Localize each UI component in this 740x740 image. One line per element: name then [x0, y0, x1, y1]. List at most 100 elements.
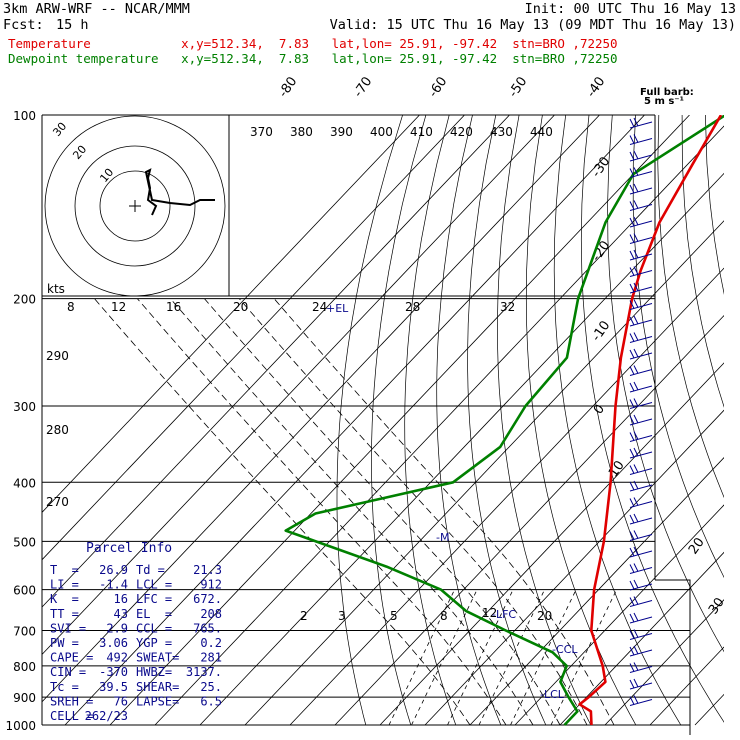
dry-adiabat: [497, 115, 592, 726]
wind-barb: [629, 678, 653, 690]
dry-adiabat: [404, 115, 457, 726]
parcel-info-cell: EL =: [136, 607, 172, 621]
parcel-info-cell: SHEAR=: [136, 680, 179, 694]
moist-adiabat: [204, 298, 561, 726]
dry-adiabat: [580, 115, 724, 723]
wind-barb: [629, 117, 653, 129]
wind-barb: [629, 662, 653, 673]
level-marker-lfc: -LFC: [492, 608, 516, 621]
mixing-ratio-line: [447, 589, 514, 726]
wind-barb: [629, 596, 653, 607]
hodo-ring-label: 10: [97, 166, 116, 185]
wind-barb: [629, 464, 653, 475]
parcel-info-cell: Td =: [136, 563, 165, 577]
hodo-speed-label: 28: [405, 300, 420, 314]
wind-barb: [629, 629, 653, 640]
isotherm-label: -30: [589, 154, 613, 180]
theta-label: 410: [410, 125, 433, 139]
pressure-tick-label: 300: [13, 400, 36, 414]
wind-barb: [629, 315, 653, 327]
hodo-ring-label: 30: [50, 120, 69, 139]
theta-side-label: 290: [46, 349, 69, 363]
parcel-info-cell: YGP =: [136, 636, 172, 650]
dry-adiabat: [607, 115, 724, 653]
parcel-info-cell: LCL =: [136, 578, 172, 592]
wind-barb: [629, 513, 653, 525]
parcel-info-cell: SVI =: [50, 621, 86, 635]
level-marker-m: -M: [436, 531, 449, 544]
parcel-info-cell: CIN =: [50, 665, 86, 679]
level-marker-el: +EL: [326, 302, 349, 315]
parcel-info-cell: CAPE =: [50, 651, 93, 665]
wind-barb: [629, 695, 653, 706]
wind-barb: [629, 282, 653, 294]
dry-adiabat: [681, 115, 724, 408]
parcel-info-cell: 25.: [200, 680, 222, 694]
level-marker-ccl: -CCL: [552, 643, 578, 656]
wind-barb: [629, 480, 653, 492]
parcel-info-cell: 912: [200, 578, 222, 592]
pressure-tick-label: 200: [13, 293, 36, 307]
isotherm-line: [42, 115, 555, 656]
hodo-speed-label: 8: [67, 300, 75, 314]
hodo-speed-label: 16: [166, 300, 181, 314]
theta-label: 430: [490, 125, 513, 139]
parcel-info-cell: 492: [106, 651, 128, 665]
isotherm-label: -70: [351, 74, 375, 100]
dry-adiabat: [336, 115, 403, 726]
wind-barb: [629, 579, 653, 591]
isotherm-line: [694, 693, 724, 726]
parcel-info-cell: 0.2: [200, 636, 222, 650]
frame-step: [655, 579, 691, 735]
mixing-ratio-line: [510, 589, 577, 726]
pressure-tick-label: 100: [13, 109, 36, 123]
barb-legend-units: 5 m s⁻¹: [644, 96, 684, 107]
isotherm-line: [514, 504, 724, 726]
mixing-ratio-line: [411, 589, 478, 726]
mixing-ratio-label: 12: [482, 606, 497, 620]
barb-legend-label: Full barb:: [640, 87, 694, 98]
hodo-ring: [99, 170, 171, 242]
wind-barb: [629, 414, 653, 426]
hodo-ring: [44, 115, 226, 297]
dewpoint-legend: Dewpoint temperature x,y=512.34, 7.83 la…: [8, 51, 618, 66]
isotherm-line: [42, 115, 510, 608]
mixing-ratio-line: [550, 589, 617, 726]
isotherm-label: 0: [591, 402, 608, 417]
model-title: 3km ARW-WRF -- NCAR/MMM: [3, 1, 190, 17]
isotherm-label: 10: [606, 458, 628, 480]
pressure-tick-label: 800: [13, 660, 36, 674]
isotherm-label: 30: [706, 595, 728, 617]
parcel-info-cell: LFC =: [136, 592, 172, 606]
wind-barb: [629, 183, 653, 195]
parcel-info-cell: 262/23: [85, 709, 128, 723]
parcel-info-cell: 43: [114, 607, 128, 621]
parcel-info-cell: 21.3: [193, 563, 222, 577]
wind-barb: [629, 645, 653, 657]
parcel-info-cell: SREH =: [50, 694, 93, 708]
isotherm-line: [64, 115, 645, 726]
init-time: Init: 00 UTC Thu 16 May 13: [524, 1, 736, 17]
parcel-info-cell: 281: [200, 651, 222, 665]
hodo-ring: [74, 145, 196, 267]
theta-label: 370: [250, 125, 273, 139]
isotherm-line: [289, 267, 724, 726]
wind-barb: [629, 266, 653, 277]
dry-adiabat: [657, 115, 724, 498]
hodo-kts-label: kts: [47, 282, 65, 296]
theta-label: 400: [370, 125, 393, 139]
wind-barb: [629, 530, 653, 541]
isotherm-label: -10: [589, 318, 613, 344]
isotherm-line: [42, 115, 420, 513]
parcel-info-cell: 208: [200, 607, 222, 621]
wind-barb: [629, 431, 653, 442]
hodo-ring-label: 20: [70, 143, 89, 162]
dry-adiabat: [632, 115, 724, 579]
hodo-speed-label: 20: [233, 300, 248, 314]
isotherm-line: [42, 115, 465, 561]
wind-barb: [629, 563, 653, 574]
isotherm-label: -60: [426, 74, 450, 100]
hodograph-trace: [144, 168, 215, 216]
parcel-info-cell: T =: [50, 563, 79, 577]
wind-barb: [629, 233, 653, 244]
